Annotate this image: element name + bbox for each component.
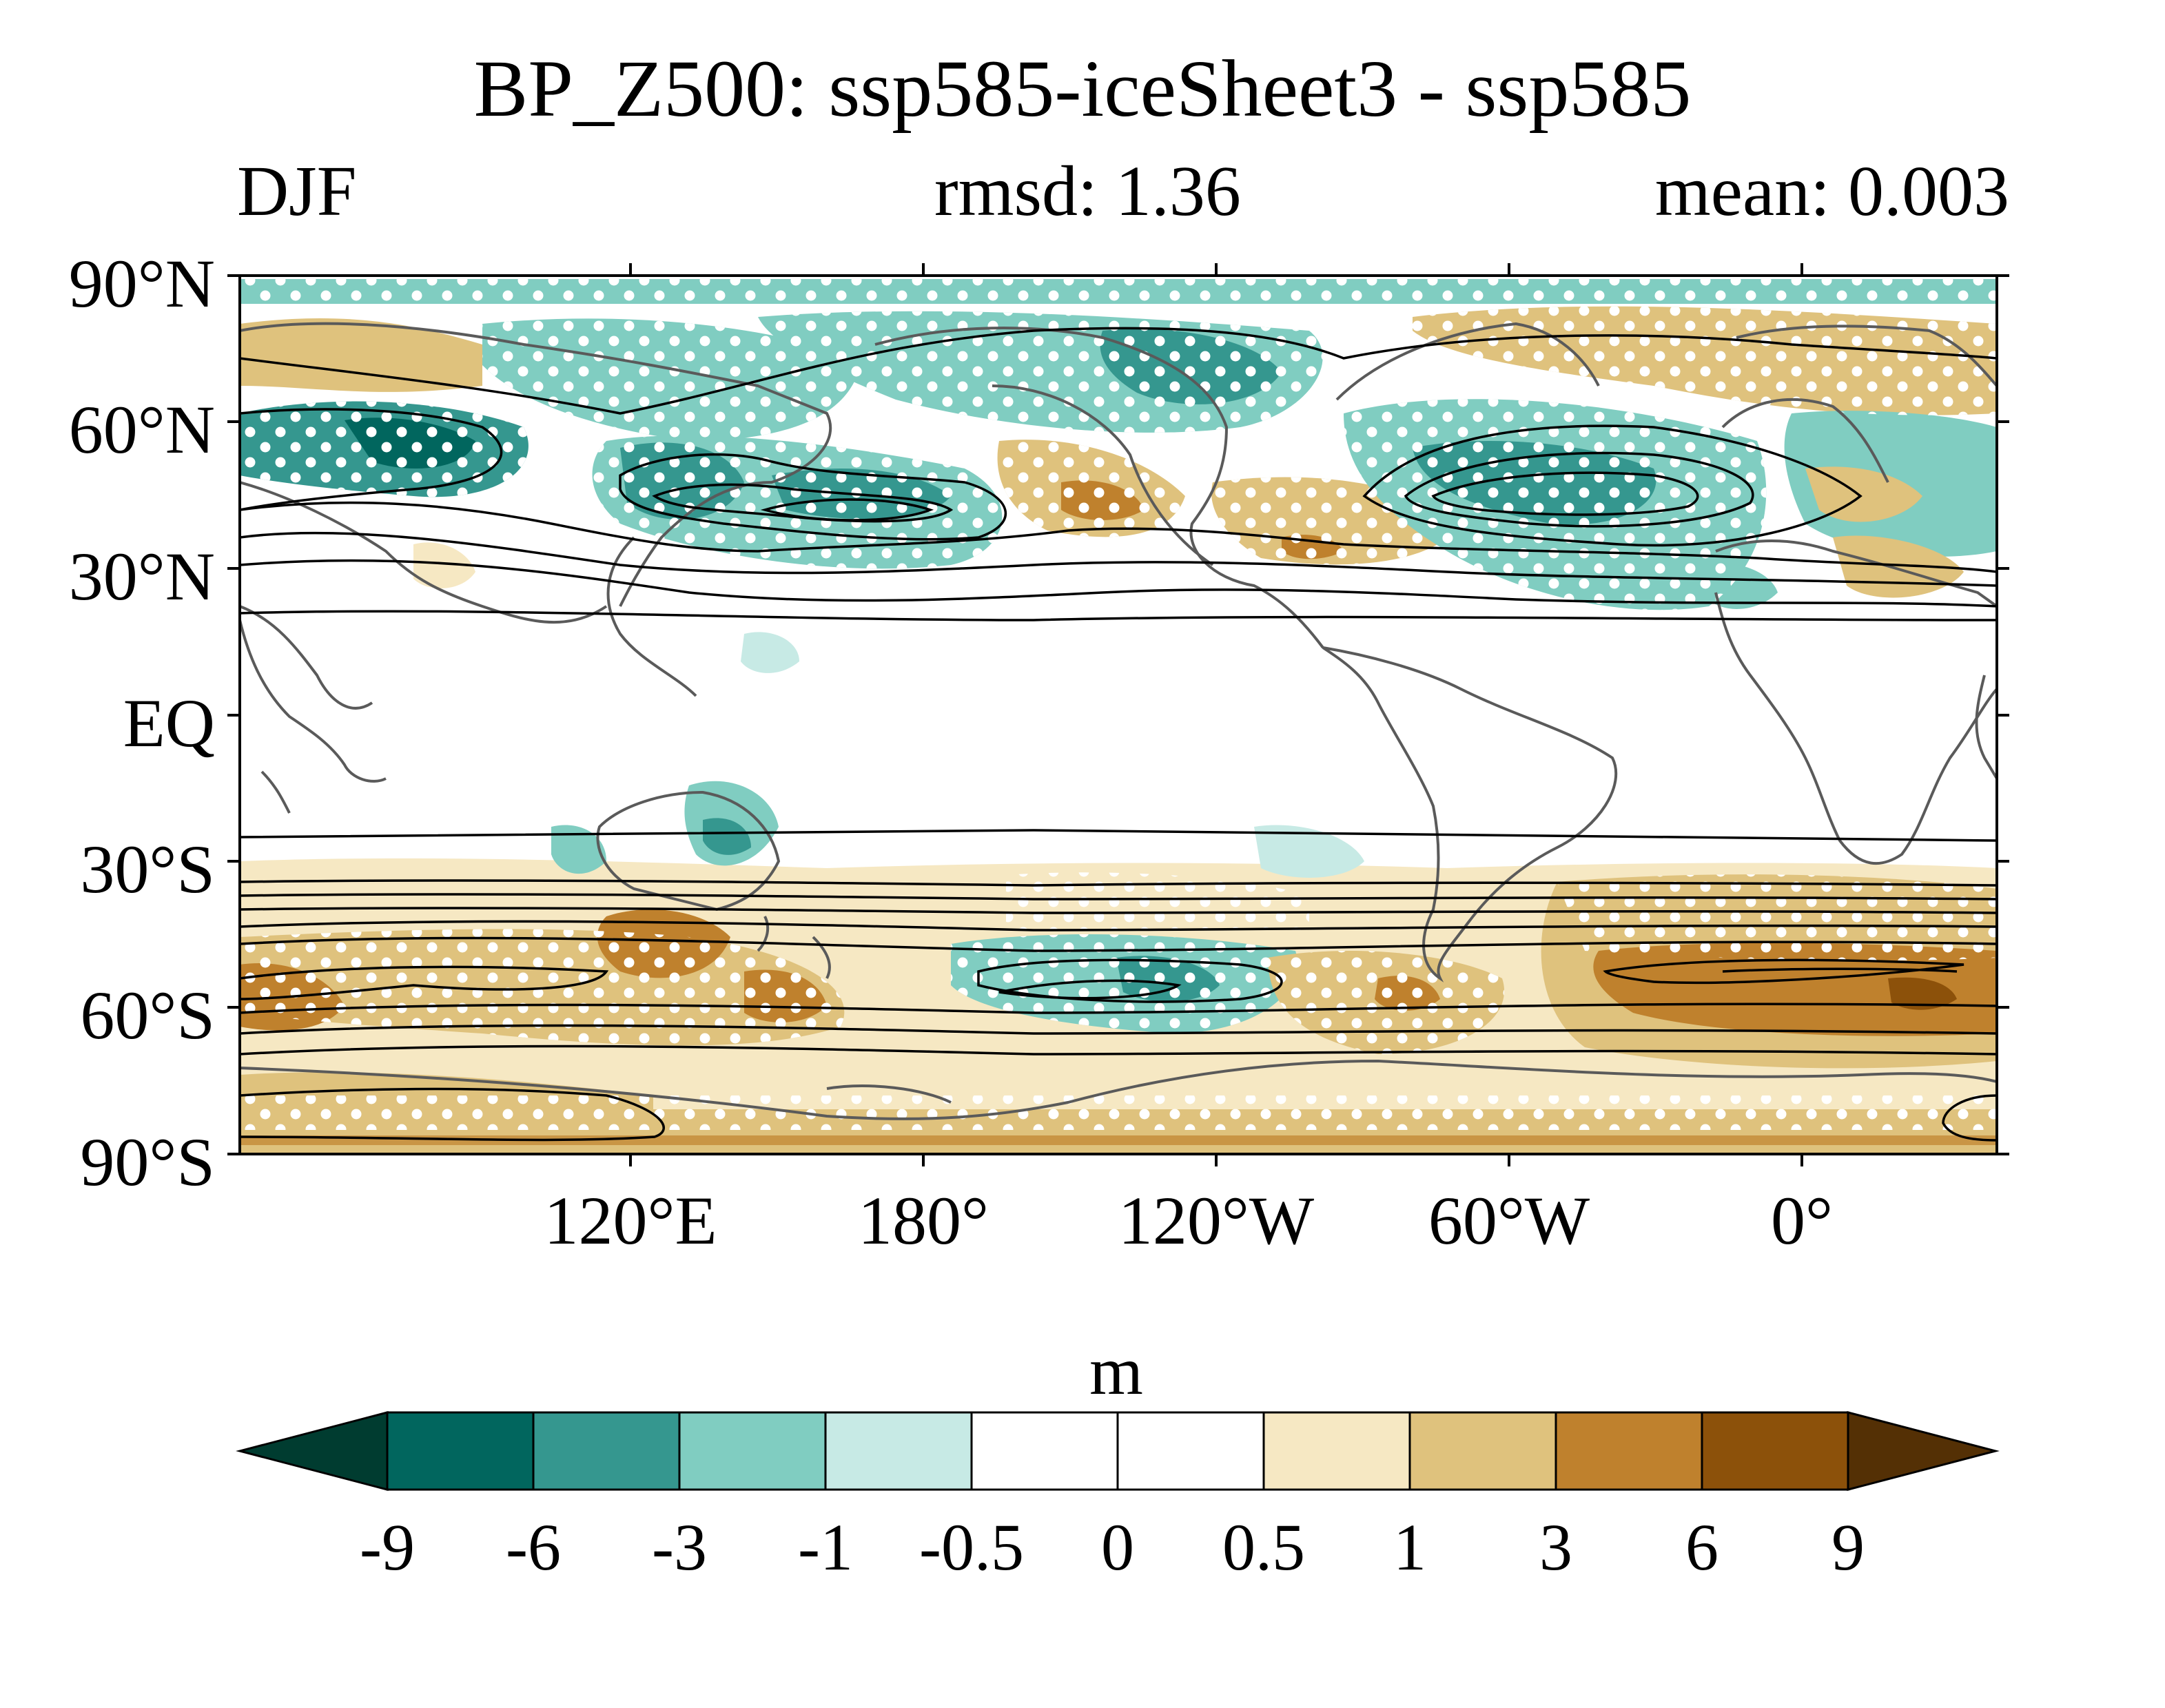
lat-label-30s: 30°S — [80, 831, 215, 907]
colorbar-box — [824, 1411, 973, 1491]
lat-label-60n: 60°N — [68, 391, 215, 468]
map-ticks — [227, 263, 2009, 1166]
significance-stippling — [240, 279, 1997, 1130]
colorbar — [236, 1411, 2000, 1491]
lat-label-30n: 30°N — [68, 538, 215, 615]
colorbar-tick-label: 1 — [1393, 1510, 1426, 1584]
colorbar-box — [1262, 1411, 1411, 1491]
colorbar-tick-label: 9 — [1831, 1510, 1865, 1584]
colorbar-box — [1555, 1411, 1703, 1491]
colorbar-box — [532, 1411, 681, 1491]
colorbar-tick-label: -6 — [506, 1510, 561, 1584]
lat-label-90s: 90°S — [80, 1124, 215, 1200]
z500-contours — [240, 327, 1997, 1142]
lat-label-60s: 60°S — [80, 977, 215, 1053]
colorbar-box — [1701, 1411, 1849, 1491]
colorbar-box — [386, 1411, 535, 1491]
colorbar-tick-label: 0.5 — [1222, 1510, 1305, 1584]
colorbar-tick-label: 0 — [1101, 1510, 1134, 1584]
figure-title: BP_Z500: ssp585-iceSheet3 - ssp585 — [473, 43, 1692, 134]
colorbar-box — [678, 1411, 827, 1491]
colorbar-tick-label: -9 — [360, 1510, 415, 1584]
colorbar-tick-label: -0.5 — [919, 1510, 1024, 1584]
season-label: DJF — [237, 152, 357, 231]
colorbar-tick-label: 6 — [1685, 1510, 1718, 1584]
lon-label-120w: 120°W — [1118, 1182, 1315, 1259]
colorbar-box — [1116, 1411, 1265, 1491]
mean-label: mean: 0.003 — [1654, 152, 2009, 231]
colorbar-tick-label: 3 — [1539, 1510, 1572, 1584]
colorbar-tick-label: -3 — [652, 1510, 707, 1584]
lon-label-120e: 120°E — [544, 1182, 717, 1259]
map-plot-area — [240, 276, 1997, 1154]
lon-label-0: 0° — [1771, 1182, 1833, 1259]
colorbar-units: m — [1089, 1333, 1143, 1409]
colorbar-box — [1408, 1411, 1557, 1491]
colorbar-box — [970, 1411, 1119, 1491]
lat-label-eq: EQ — [123, 685, 215, 761]
lon-label-180: 180° — [858, 1182, 989, 1259]
lon-label-60w: 60°W — [1428, 1182, 1590, 1259]
colorbar-extend-high — [1847, 1411, 2000, 1491]
colorbar-tick-label: -1 — [798, 1510, 853, 1584]
colorbar-extend-low — [236, 1411, 389, 1491]
rmsd-label: rmsd: 1.36 — [934, 152, 1241, 231]
lat-label-90n: 90°N — [68, 245, 215, 322]
